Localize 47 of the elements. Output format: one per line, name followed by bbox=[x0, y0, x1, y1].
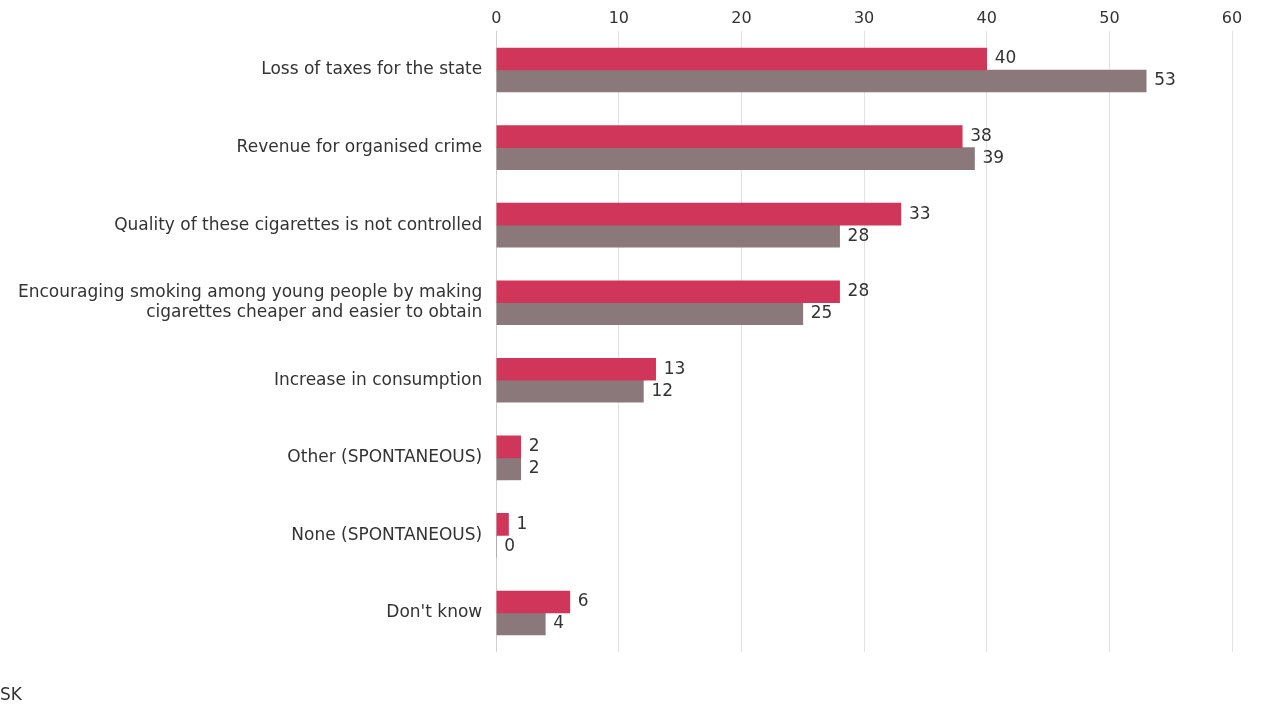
data-label: 38 bbox=[970, 124, 992, 145]
data-label: 4 bbox=[553, 612, 565, 633]
bar bbox=[496, 513, 509, 536]
y-tick-label: Quality of these cigarettes is not controlled bbox=[114, 213, 483, 234]
x-tick-label: 30 bbox=[853, 7, 875, 27]
bar bbox=[496, 224, 840, 248]
bar bbox=[496, 69, 1147, 93]
x-tick-label: 60 bbox=[1221, 7, 1243, 27]
bar bbox=[496, 280, 840, 304]
y-tick-label: Encouraging smoking among young people by making cigarettes cheaper and easier to obtain bbox=[18, 280, 483, 322]
bar bbox=[496, 379, 644, 403]
data-label: 33 bbox=[908, 202, 931, 223]
bar bbox=[496, 435, 522, 459]
y-tick-label: Revenue for organised crime bbox=[236, 135, 483, 156]
data-label: 53 bbox=[1154, 69, 1176, 90]
bar bbox=[496, 612, 546, 636]
x-tick-label: 20 bbox=[731, 7, 752, 27]
data-label: 2 bbox=[528, 457, 540, 478]
x-tick-label: 0 bbox=[491, 7, 502, 27]
bar bbox=[496, 590, 571, 614]
data-label: 1 bbox=[516, 512, 528, 533]
x-tick-label: 50 bbox=[1099, 7, 1120, 27]
data-label: 28 bbox=[847, 224, 870, 245]
bar bbox=[496, 357, 656, 381]
data-label: 13 bbox=[663, 357, 686, 378]
text: SK bbox=[0, 684, 22, 704]
data-label: 0 bbox=[504, 534, 516, 555]
data-label: 25 bbox=[810, 302, 833, 323]
bar bbox=[496, 47, 988, 71]
bar bbox=[496, 202, 902, 226]
data-label: 2 bbox=[528, 435, 540, 456]
data-label: 12 bbox=[651, 379, 674, 400]
x-tick-label: 40 bbox=[976, 7, 997, 27]
data-label: 6 bbox=[577, 590, 589, 611]
data-label: 40 bbox=[994, 47, 1017, 68]
data-label: 39 bbox=[982, 146, 1005, 167]
y-tick-label: Other (SPONTANEOUS) bbox=[287, 446, 483, 467]
bar bbox=[496, 457, 522, 481]
y-tick-label: Increase in consumption bbox=[273, 368, 483, 389]
x-tick-label: 10 bbox=[608, 7, 630, 27]
bar bbox=[496, 147, 975, 170]
data-label: 28 bbox=[847, 280, 870, 301]
bar bbox=[496, 125, 963, 148]
y-tick-label: None (SPONTANEOUS) bbox=[291, 523, 483, 544]
bar bbox=[496, 302, 804, 326]
y-tick-label: Loss of taxes for the state bbox=[261, 58, 483, 79]
y-tick-label: Don't know bbox=[386, 601, 483, 622]
